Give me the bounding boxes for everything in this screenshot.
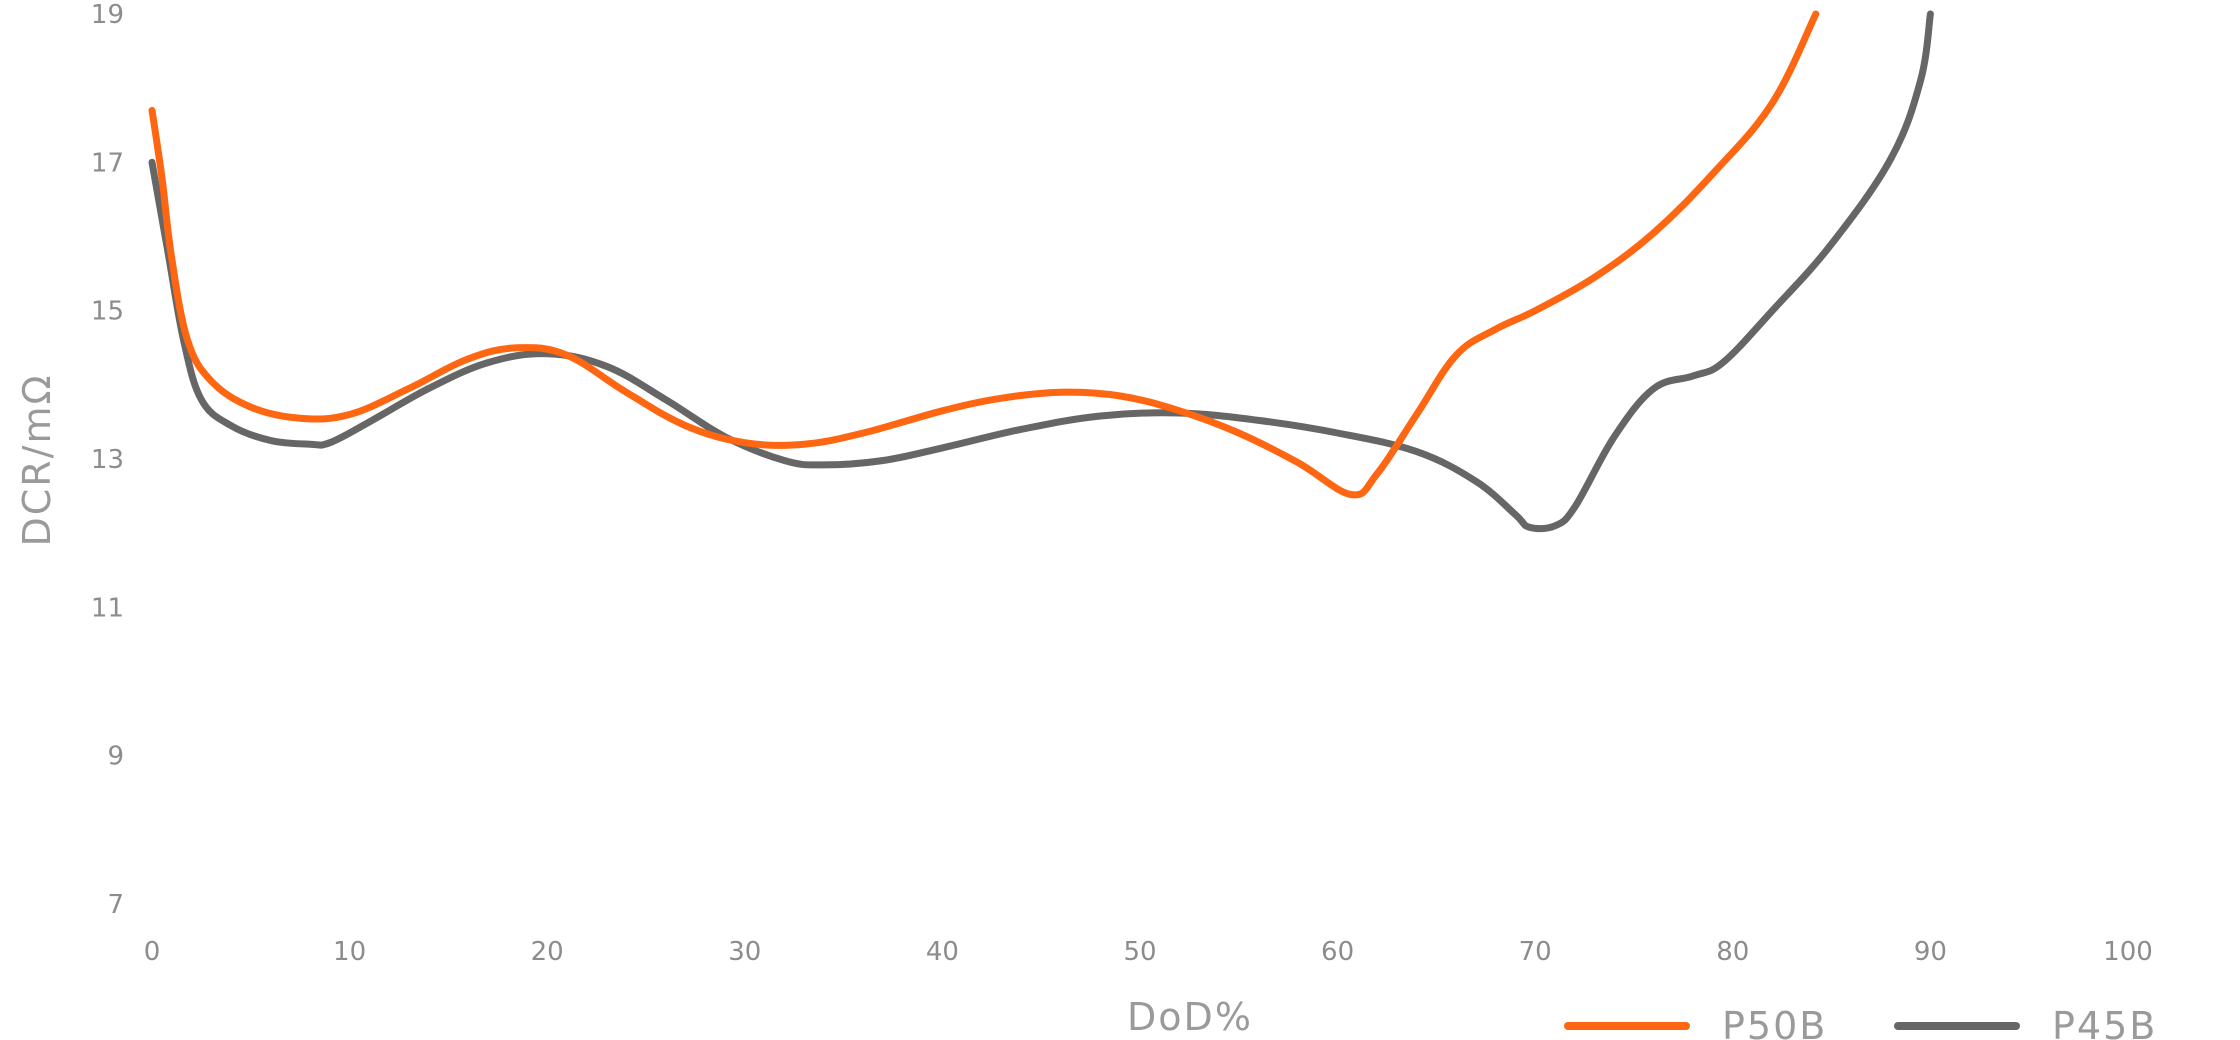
x-tick-label: 0 bbox=[144, 937, 161, 967]
series-line-p45b bbox=[148, 10, 1934, 533]
legend-label-p45b: P45B bbox=[2052, 1004, 2157, 1040]
y-tick-label: 11 bbox=[91, 593, 124, 623]
series-lines bbox=[148, 10, 1934, 533]
y-tick-label: 7 bbox=[107, 890, 124, 920]
legend-label-p50b: P50B bbox=[1722, 1004, 1827, 1040]
y-tick-label: 19 bbox=[91, 0, 124, 30]
x-tick-label: 10 bbox=[333, 937, 366, 967]
x-tick-label: 70 bbox=[1519, 937, 1552, 967]
x-axis-title: DoD% bbox=[1127, 995, 1253, 1039]
y-tick-label: 13 bbox=[91, 445, 124, 475]
x-tick-label: 60 bbox=[1321, 937, 1354, 967]
x-tick-label: 40 bbox=[926, 937, 959, 967]
y-axis-title: DCR/mΩ bbox=[15, 373, 59, 546]
y-tick-label: 9 bbox=[107, 742, 124, 772]
x-tick-label: 90 bbox=[1914, 937, 1947, 967]
x-tick-label: 20 bbox=[531, 937, 564, 967]
y-tick-label: 17 bbox=[91, 148, 124, 178]
x-tick-label: 100 bbox=[2103, 937, 2153, 967]
x-tick-label: 80 bbox=[1716, 937, 1749, 967]
x-axis-ticks: 0 10 20 30 40 50 60 70 80 90 100 bbox=[144, 937, 2153, 967]
series-line-p50b bbox=[148, 10, 1820, 499]
x-tick-label: 30 bbox=[728, 937, 761, 967]
y-tick-label: 15 bbox=[91, 297, 124, 327]
y-axis-ticks: 7 9 11 13 15 17 19 bbox=[91, 0, 124, 920]
legend: P50B P45B bbox=[1564, 1004, 2157, 1040]
x-tick-label: 50 bbox=[1123, 937, 1156, 967]
